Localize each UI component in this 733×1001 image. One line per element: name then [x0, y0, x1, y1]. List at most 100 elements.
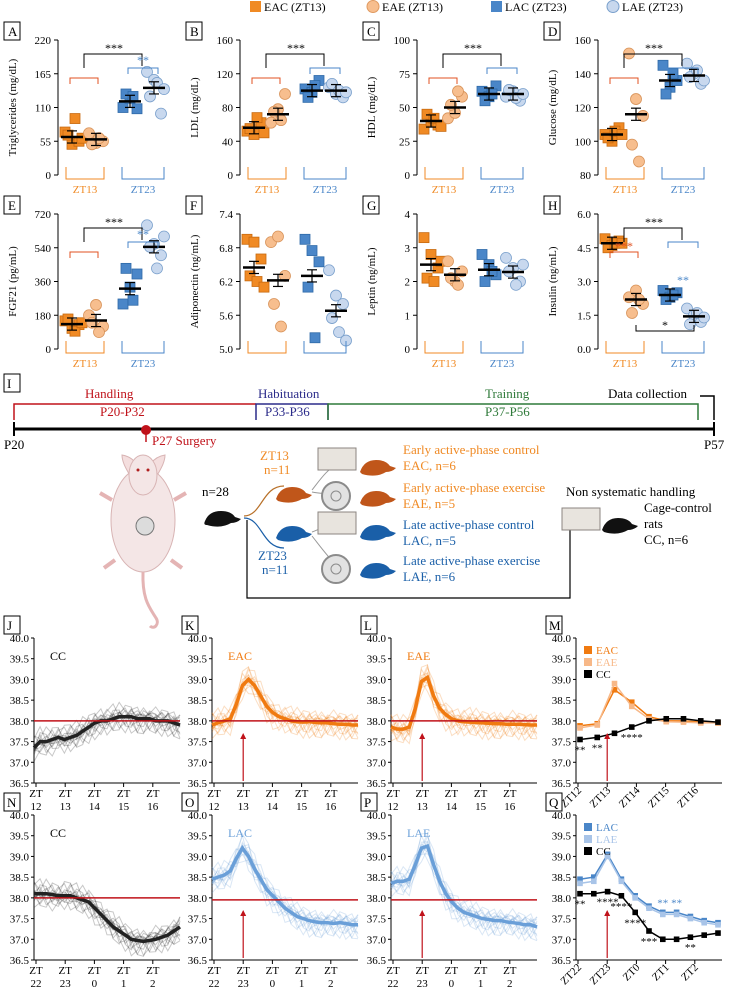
y-tick-label: 38.5	[188, 872, 208, 884]
panel-label: CC	[50, 826, 66, 840]
rat-icon-total	[204, 511, 241, 527]
scatter-panels: A 0 55 110 165 220 Triglycerides (mg/dL) ZT13 ZT…	[3, 21, 710, 370]
legend-lac: LAC (ZT23)	[505, 0, 567, 14]
point-eae	[275, 320, 287, 333]
trace	[33, 885, 181, 954]
y-tick-label: 37.0	[10, 934, 30, 946]
y-tick-label: 39.5	[367, 831, 387, 843]
home-cage-eac	[317, 447, 357, 471]
x-tick-label: ZT23	[313, 184, 338, 196]
y-tick-label: 36.5	[367, 955, 387, 967]
point-lac	[117, 298, 129, 310]
panel-letter-box	[3, 21, 21, 41]
group-eae-sub: EAE, n=5	[403, 496, 455, 511]
panel-G: G 0 1 2 3 4 Leptin (ng/mL) ZT13 ZT23	[362, 195, 529, 370]
x-tick-label-b: 1	[299, 978, 305, 990]
y-tick-label: 37.5	[10, 737, 30, 749]
point-lae	[517, 258, 529, 271]
trace	[211, 672, 359, 735]
panel-letter-M: M	[549, 618, 561, 633]
y-tick-label: 38.0	[552, 893, 572, 905]
sig-label: ***	[105, 215, 123, 229]
group-lae-sub: LAE, n=6	[403, 569, 456, 584]
panel-letter-box	[360, 792, 378, 812]
sig-bracket-early	[251, 77, 281, 84]
panel-letter-box	[3, 195, 21, 215]
trace	[211, 682, 359, 737]
point-eae	[90, 299, 102, 311]
series-point-cc	[663, 715, 670, 722]
x-tick-label: ZT23	[490, 358, 515, 370]
panel-letter-box	[362, 195, 380, 215]
temperature-panels: J36.537.037.538.038.539.039.540.0ZT12ZT1…	[3, 615, 722, 990]
x-tick-label: ZT2	[679, 962, 701, 984]
home-cage-cc	[561, 507, 601, 531]
panel-H: H 0.0 1.5 3.0 4.5 6.0 Insulin (ng/mL) ZT13 ZT23 *…	[543, 195, 710, 370]
x-tick-label: ZT23	[671, 184, 696, 196]
y-tick-label: 37.0	[188, 757, 208, 769]
point-eae	[272, 230, 284, 243]
x-tick-label-b: 0	[449, 978, 455, 990]
y-tick-label: 160	[217, 35, 234, 47]
onset-arrow-head	[604, 910, 611, 916]
onset-arrow-head	[604, 733, 611, 739]
y-axis-label: Insulin (ng/mL)	[547, 246, 559, 316]
series-point-cc	[701, 932, 707, 938]
x-tick-label-b: 0	[270, 978, 276, 990]
legend-lae: LAE (ZT23)	[622, 0, 683, 14]
series-point-lae	[632, 895, 638, 901]
series-point-lae	[618, 878, 625, 885]
x-tick-label-b: 12	[209, 801, 220, 813]
series-point-cc	[611, 730, 618, 737]
panel-J: J36.537.037.538.038.539.039.540.0ZT12ZT1…	[3, 615, 181, 813]
point-eae	[442, 255, 454, 268]
trace	[211, 847, 359, 940]
x-tick-label-b: 22	[388, 978, 399, 990]
mean-line	[211, 676, 358, 727]
x-tick-label-a: ZT	[445, 965, 459, 977]
x-tick-label: ZT0	[621, 961, 643, 983]
y-tick-label: 39.5	[552, 831, 572, 843]
x-tick-label-b: 14	[446, 801, 458, 813]
bracket-zt23	[480, 167, 524, 180]
panel-A: A 0 55 110 165 220 Triglycerides (mg/dL) ZT13 ZT…	[3, 21, 170, 196]
trace	[390, 845, 538, 936]
x-tick-label: ZT16	[675, 784, 701, 810]
implanted-rat-illustration	[98, 454, 188, 629]
trace	[390, 680, 538, 741]
sig-label-bottom: *	[662, 318, 668, 332]
y-tick-label: 40	[222, 136, 234, 148]
series-point-cc	[632, 909, 638, 916]
y-tick-label: 50	[399, 103, 411, 115]
legend-lac-swatch	[491, 1, 502, 12]
panel-letter-box	[545, 615, 563, 635]
point-eac	[602, 132, 614, 144]
x-tick-label-b: 15	[296, 801, 308, 813]
sig-star: **	[575, 745, 586, 757]
y-tick-label: 40.0	[367, 633, 387, 645]
x-tick-label: ZT13	[432, 358, 457, 370]
series-point-cc	[680, 715, 687, 722]
sig-label-late: **	[137, 227, 149, 241]
y-tick-label: 36.5	[188, 778, 208, 790]
sig-label-late: **	[137, 53, 149, 67]
panel-L: L36.537.037.538.038.539.039.540.0ZT12ZT1…	[360, 615, 538, 813]
y-axis-label: Leptin (ng/mL)	[366, 247, 378, 315]
cc-line3: CC, n=6	[644, 532, 689, 547]
wheel-lae	[321, 554, 351, 584]
x-tick-label: ZT23	[131, 358, 156, 370]
y-tick-label: 37.5	[188, 737, 208, 749]
panel-letter-box	[185, 21, 203, 41]
point-eac	[258, 127, 270, 139]
group-lae-title: Late active-phase exercise	[403, 553, 540, 568]
y-tick-label: 120	[217, 69, 234, 81]
legend-eac: EAC (ZT13)	[264, 0, 326, 14]
panel-P: P36.537.037.538.038.539.039.540.0ZT22ZT2…	[360, 792, 538, 990]
legend-label: EAC	[596, 645, 618, 657]
legend-label: LAE	[596, 834, 618, 846]
mean-line	[211, 844, 358, 927]
panel-letter-box	[360, 615, 378, 635]
study-design: n=28 ZT13 n=11 ZT23 n=11 Early active-ph…	[98, 442, 712, 629]
y-axis-label: FGF21 (pg/mL)	[7, 246, 19, 317]
y-axis-label: Adiponectin (ng/mL)	[189, 234, 201, 328]
